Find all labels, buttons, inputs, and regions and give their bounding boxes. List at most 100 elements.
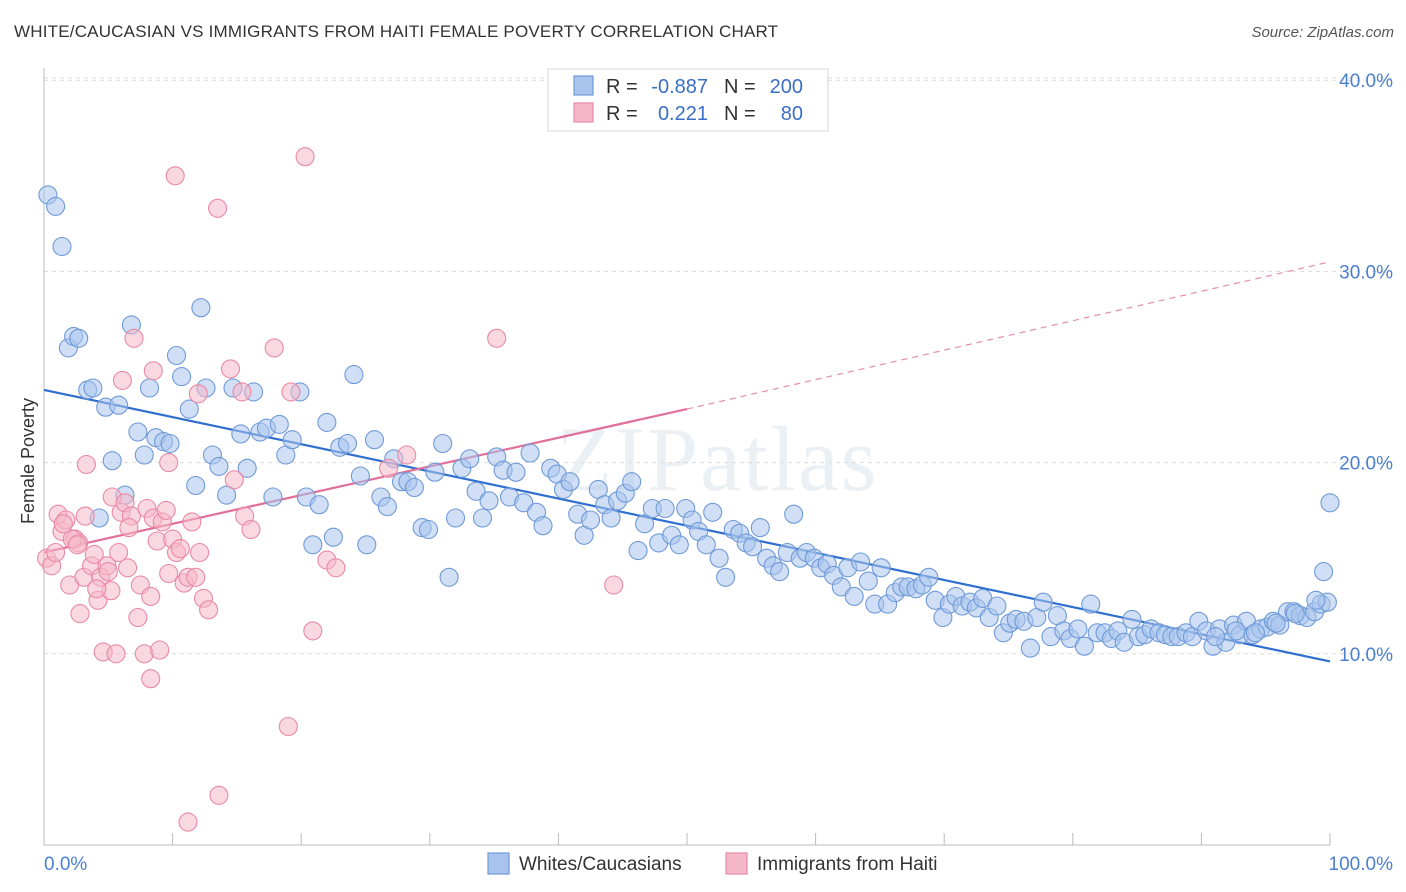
point-haiti-71 xyxy=(178,812,198,832)
point-whites-52 xyxy=(377,497,397,517)
point-whites-14 xyxy=(128,422,148,442)
point-haiti-9 xyxy=(70,604,90,624)
point-whites-2 xyxy=(52,236,72,257)
point-whites-100 xyxy=(703,502,723,522)
point-whites-110 xyxy=(770,562,790,582)
source-label: Source: ZipAtlas.com xyxy=(1251,24,1394,41)
point-haiti-53 xyxy=(281,382,301,402)
point-whites-79 xyxy=(560,472,580,492)
point-whites-43 xyxy=(317,412,337,432)
point-whites-67 xyxy=(479,491,499,511)
point-whites-62 xyxy=(445,508,466,528)
point-whites-61 xyxy=(439,567,459,587)
point-haiti-50 xyxy=(295,147,315,167)
point-haiti-20 xyxy=(106,644,126,664)
y-axis-label: Female Poverty xyxy=(18,398,38,524)
point-whites-195 xyxy=(1285,604,1305,624)
trendline-extension-haiti xyxy=(686,261,1331,410)
point-whites-82 xyxy=(580,510,601,530)
point-whites-22 xyxy=(179,399,199,419)
point-whites-38 xyxy=(282,430,302,450)
point-haiti-45 xyxy=(190,542,210,563)
point-whites-23 xyxy=(186,475,206,496)
point-whites-90 xyxy=(635,514,655,534)
series-legend: Whites/Caucasians Immigrants from Haiti xyxy=(487,852,938,875)
point-haiti-27 xyxy=(128,607,148,628)
legend-n-value-2: 80 xyxy=(781,103,803,125)
point-whites-125 xyxy=(871,558,891,578)
legend-r-value-1: -0.887 xyxy=(651,76,708,98)
point-whites-35 xyxy=(263,487,283,507)
point-whites-28 xyxy=(217,485,237,505)
point-whites-196 xyxy=(1266,613,1286,633)
point-whites-107 xyxy=(750,518,770,538)
point-whites-85 xyxy=(601,508,621,528)
point-whites-64 xyxy=(460,449,480,469)
point-haiti-75 xyxy=(87,579,107,599)
point-haiti-68 xyxy=(303,621,323,641)
point-whites-102 xyxy=(716,567,736,587)
point-whites-154 xyxy=(1068,619,1088,639)
point-haiti-40 xyxy=(170,539,190,559)
point-haiti-31 xyxy=(141,586,161,606)
point-haiti-37 xyxy=(159,563,179,584)
point-whites-123 xyxy=(858,571,878,591)
point-whites-112 xyxy=(784,504,804,524)
point-haiti-54 xyxy=(264,338,284,358)
point-haiti-59 xyxy=(188,384,208,404)
point-whites-119 xyxy=(831,577,851,597)
point-haiti-58 xyxy=(220,359,241,379)
point-haiti-70 xyxy=(209,785,229,805)
point-whites-1 xyxy=(46,196,66,216)
y-tick-label-0: 10.0% xyxy=(1339,645,1393,666)
point-haiti-26 xyxy=(124,328,144,348)
point-whites-73 xyxy=(520,443,540,463)
point-haiti-48 xyxy=(165,166,185,186)
point-whites-101 xyxy=(709,548,729,568)
legend-n-label-1: N = xyxy=(724,76,756,98)
legend-r-label-2: R = xyxy=(606,103,638,125)
point-whites-65 xyxy=(466,481,486,501)
point-whites-36 xyxy=(269,414,289,434)
point-whites-192 xyxy=(1320,493,1340,513)
point-haiti-74 xyxy=(119,518,139,538)
point-whites-122 xyxy=(851,552,871,572)
series-legend-label-whites: Whites/Caucasians xyxy=(519,854,682,875)
point-whites-59 xyxy=(425,462,445,482)
point-haiti-72 xyxy=(141,669,161,689)
legend-r-value-2: 0.221 xyxy=(658,103,708,125)
legend-n-value-1: 200 xyxy=(770,76,803,98)
point-whites-93 xyxy=(655,498,675,519)
legend-n-label-2: N = xyxy=(724,103,756,125)
series-legend-swatch-haiti xyxy=(725,852,748,875)
point-haiti-78 xyxy=(232,382,252,402)
point-whites-19 xyxy=(160,433,180,454)
point-haiti-49 xyxy=(208,198,228,218)
point-haiti-43 xyxy=(182,512,202,532)
legend-swatch-haiti xyxy=(573,102,594,123)
point-haiti-62 xyxy=(75,506,95,526)
points xyxy=(37,147,1340,832)
legend-r-label-1: R = xyxy=(606,76,638,98)
point-whites-66 xyxy=(472,508,493,528)
point-haiti-13 xyxy=(84,544,104,564)
y-tick-label-3: 40.0% xyxy=(1339,71,1393,92)
point-whites-27 xyxy=(209,456,229,476)
point-haiti-79 xyxy=(98,562,118,582)
chart-title: WHITE/CAUCASIAN VS IMMIGRANTS FROM HAITI… xyxy=(14,22,779,41)
point-whites-155 xyxy=(1074,636,1094,656)
point-whites-162 xyxy=(1122,609,1142,629)
point-haiti-47 xyxy=(199,600,219,620)
point-whites-142 xyxy=(987,596,1007,616)
point-haiti-65 xyxy=(397,445,417,465)
point-whites-46 xyxy=(337,433,358,454)
series-legend-label-haiti: Immigrants from Haiti xyxy=(757,854,938,875)
point-whites-194 xyxy=(1306,590,1326,610)
point-whites-99 xyxy=(696,535,716,555)
point-whites-89 xyxy=(628,541,648,561)
point-whites-58 xyxy=(418,519,439,540)
point-whites-16 xyxy=(139,378,160,398)
point-whites-44 xyxy=(323,527,343,547)
point-whites-49 xyxy=(357,535,377,555)
